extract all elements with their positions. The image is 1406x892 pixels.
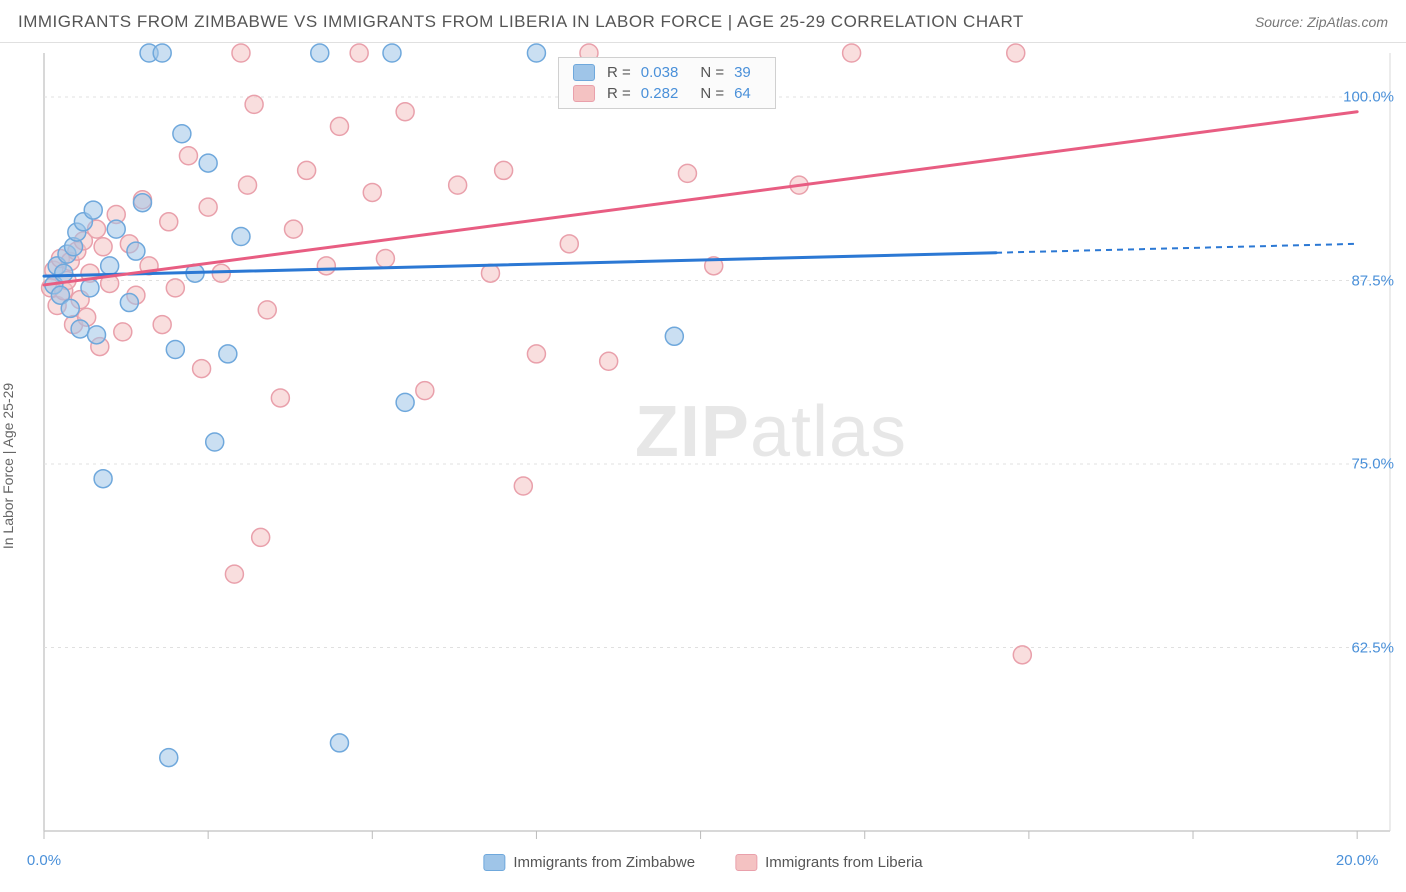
y-axis-label: In Labor Force | Age 25-29: [0, 383, 16, 549]
n-label: N =: [700, 85, 724, 102]
stats-legend: R = 0.038 N = 39 R = 0.282 N = 64: [558, 57, 776, 109]
y-tick-label: 87.5%: [1351, 272, 1394, 289]
chart-title: IMMIGRANTS FROM ZIMBABWE VS IMMIGRANTS F…: [18, 12, 1024, 32]
stats-legend-row: R = 0.038 N = 39: [559, 62, 775, 83]
y-tick-label: 75.0%: [1351, 456, 1394, 473]
y-tick-label: 62.5%: [1351, 639, 1394, 656]
stats-legend-row: R = 0.282 N = 64: [559, 83, 775, 104]
r-label: R =: [607, 64, 631, 81]
bottom-legend: Immigrants from Zimbabwe Immigrants from …: [483, 854, 922, 871]
r-label: R =: [607, 85, 631, 102]
bottom-legend-item: Immigrants from Liberia: [735, 854, 923, 871]
scatter-chart: [0, 43, 1406, 873]
bottom-legend-item: Immigrants from Zimbabwe: [483, 854, 695, 871]
legend-swatch: [573, 85, 595, 102]
legend-label: Immigrants from Liberia: [765, 854, 923, 871]
r-value: 0.038: [641, 64, 679, 81]
legend-swatch: [573, 64, 595, 81]
x-tick-label-right: 20.0%: [1336, 852, 1379, 869]
n-label: N =: [700, 64, 724, 81]
legend-label: Immigrants from Zimbabwe: [513, 854, 695, 871]
legend-swatch: [735, 854, 757, 871]
x-tick-label-left: 0.0%: [27, 852, 61, 869]
legend-swatch: [483, 854, 505, 871]
chart-header: IMMIGRANTS FROM ZIMBABWE VS IMMIGRANTS F…: [0, 0, 1406, 43]
y-tick-label: 100.0%: [1343, 89, 1394, 106]
n-value: 39: [734, 64, 751, 81]
chart-container: In Labor Force | Age 25-29 R = 0.038 N = 39…: [0, 43, 1406, 873]
r-value: 0.282: [641, 85, 679, 102]
chart-source: Source: ZipAtlas.com: [1255, 14, 1388, 30]
n-value: 64: [734, 85, 751, 102]
